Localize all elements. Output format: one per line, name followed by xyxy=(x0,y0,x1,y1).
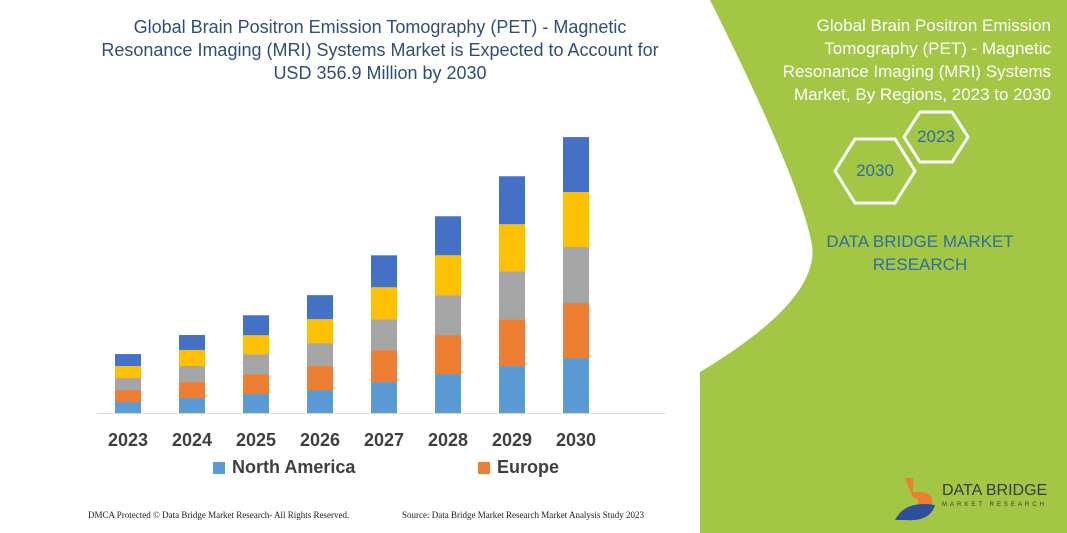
x-tick-label: 2024 xyxy=(171,430,213,450)
bar-segment-2030-series-1 xyxy=(563,303,589,359)
hexagon-2030-label: 2030 xyxy=(856,161,894,180)
bar-segment-2026-series-2 xyxy=(307,343,333,367)
bar-segment-2023-series-3 xyxy=(115,366,141,379)
bar-segment-2025-series-3 xyxy=(243,335,269,355)
bar-segment-2026-series-0 xyxy=(307,390,333,413)
panel-title: Global Brain Positron Emission Tomograph… xyxy=(782,16,1051,104)
bar-segment-2027-series-2 xyxy=(371,319,397,351)
legend-label: Europe xyxy=(497,457,560,477)
legend-item-north-america: North America xyxy=(213,457,355,478)
bar-segment-2025-series-2 xyxy=(243,354,269,375)
bar-segment-2030-series-0 xyxy=(563,358,589,413)
bar-segment-2027-series-1 xyxy=(371,350,397,383)
bar-segment-2025-series-0 xyxy=(243,394,269,413)
legend-label: North America xyxy=(232,457,356,477)
x-tick-label: 2027 xyxy=(363,430,405,450)
legend-swatch xyxy=(213,461,225,474)
bar-segment-2027-series-4 xyxy=(371,255,397,288)
logo-name: DATA BRIDGE xyxy=(942,482,1048,499)
bar-segment-2029-series-2 xyxy=(499,271,525,320)
bar-segment-2024-series-2 xyxy=(179,365,205,382)
bar-segment-2028-series-2 xyxy=(435,295,461,336)
legend-item-europe: Europe xyxy=(478,457,559,478)
bar-segment-2028-series-0 xyxy=(435,374,461,413)
footer-source: Source: Data Bridge Market Research Mark… xyxy=(402,510,644,520)
bar-segment-2027-series-3 xyxy=(371,287,397,320)
bar-segment-2029-series-1 xyxy=(499,319,525,367)
bar-segment-2030-series-2 xyxy=(563,247,589,304)
x-tick-label: 2029 xyxy=(491,430,533,450)
bar-segment-2024-series-1 xyxy=(179,381,205,398)
bar-segment-2029-series-3 xyxy=(499,224,525,272)
bar-chart xyxy=(97,137,665,414)
bar-segment-2030-series-3 xyxy=(563,192,589,248)
bar-segment-2023-series-2 xyxy=(115,378,141,391)
bar-segment-2030-series-4 xyxy=(563,137,589,193)
bar-segment-2028-series-3 xyxy=(435,255,461,296)
legend-swatch xyxy=(478,461,490,474)
bar-segment-2023-series-4 xyxy=(115,354,141,367)
bar-segment-2024-series-3 xyxy=(179,349,205,366)
bar-segment-2026-series-3 xyxy=(307,319,333,344)
logo-subtitle: MARKET RESEARCH xyxy=(942,502,1047,508)
bar-segment-2029-series-0 xyxy=(499,366,525,413)
bar-segment-2028-series-4 xyxy=(435,216,461,256)
bar-segment-2026-series-1 xyxy=(307,366,333,391)
x-tick-label: 2028 xyxy=(427,430,469,450)
chart-title: Global Brain Positron Emission Tomograph… xyxy=(101,17,659,83)
hexagon-2023 xyxy=(902,110,970,164)
bar-segment-2023-series-1 xyxy=(115,390,141,403)
brand-text: DATA BRIDGE MARKET RESEARCH xyxy=(826,232,1014,274)
bar-segment-2029-series-4 xyxy=(499,176,525,225)
bar-segment-2024-series-0 xyxy=(179,397,205,413)
footer-copyright: DMCA Protected © Data Bridge Market Rese… xyxy=(88,510,350,520)
bar-segment-2025-series-1 xyxy=(243,374,269,395)
logo-icon xyxy=(895,478,935,521)
x-tick-label: 2030 xyxy=(555,430,597,450)
x-tick-label: 2025 xyxy=(235,430,277,450)
bar-segment-2025-series-4 xyxy=(243,315,269,336)
bar-segment-2023-series-0 xyxy=(115,402,141,413)
bar-segment-2026-series-4 xyxy=(307,295,333,320)
hexagon-2023-label: 2023 xyxy=(917,127,955,146)
bar-segment-2028-series-1 xyxy=(435,335,461,375)
bar-segment-2024-series-4 xyxy=(179,334,205,350)
hexagon-2030 xyxy=(833,137,917,205)
bar-segment-2027-series-0 xyxy=(371,382,397,413)
x-tick-label: 2026 xyxy=(299,430,341,450)
x-tick-label: 2023 xyxy=(107,430,149,450)
